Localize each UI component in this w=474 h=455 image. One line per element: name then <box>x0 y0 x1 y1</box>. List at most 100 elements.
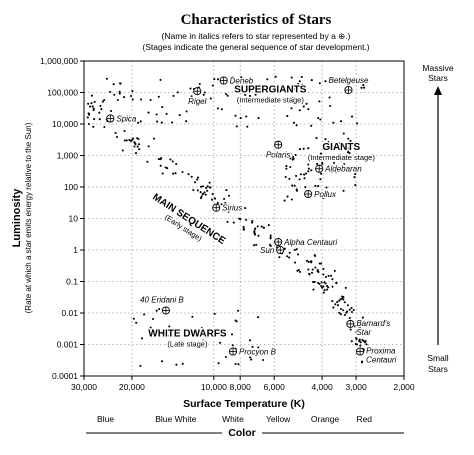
named-star-label: Rigel <box>188 97 206 106</box>
star-dot <box>323 289 326 292</box>
y-tick-label: 100 <box>64 182 78 192</box>
star-dot <box>328 96 331 99</box>
star-dot <box>331 300 334 303</box>
right-top-label-1: Massive <box>422 63 453 73</box>
star-dot <box>235 125 238 128</box>
star-dot <box>345 310 349 313</box>
star-dot <box>101 100 104 103</box>
y-axis-subtitle: (Rate at which a star emits energy relat… <box>24 122 33 313</box>
star-dot <box>291 184 294 187</box>
star-dot <box>217 362 220 365</box>
star-dot <box>206 185 209 188</box>
star-dot <box>267 224 270 227</box>
star-dot <box>317 116 320 120</box>
star-dot <box>365 343 368 346</box>
star-dot <box>98 118 101 121</box>
star-dot <box>156 120 159 123</box>
star-dot <box>118 117 121 120</box>
y-axis-ticks: 1,000,000 100,000 10,000 1,000 100 10 1 0.1 0.01… <box>40 56 84 381</box>
y-tick-label: 100,000 <box>47 88 78 98</box>
color-label: Blue White <box>155 414 196 424</box>
star-dot <box>359 341 362 344</box>
star-dot <box>213 78 216 81</box>
star-dot <box>203 345 206 348</box>
star-dot <box>298 178 301 181</box>
star-dot <box>149 98 152 102</box>
star-dot <box>157 95 160 98</box>
star-dot <box>318 100 321 103</box>
named-star-label: Deneb <box>230 77 254 86</box>
star-dot <box>161 360 164 363</box>
star-dot <box>359 344 362 347</box>
star-dot <box>161 172 164 175</box>
star-dot <box>341 78 344 82</box>
star-dot <box>310 271 314 274</box>
star-dot <box>293 88 297 91</box>
star-dot <box>363 321 366 324</box>
star-dot <box>119 82 122 85</box>
star-dot <box>349 328 352 331</box>
y-tick-label: 0.01 <box>61 308 78 318</box>
star-dot <box>342 309 345 312</box>
star-dot <box>342 189 345 192</box>
named-star: Polaris <box>265 140 292 161</box>
star-dot <box>295 248 298 251</box>
star-dot <box>203 191 206 194</box>
star-dot <box>93 118 96 121</box>
star-dot <box>262 358 265 362</box>
star-dot <box>292 121 295 124</box>
star-dot <box>179 340 182 343</box>
star-dot <box>211 192 214 196</box>
star-dot <box>305 102 308 105</box>
star-dot <box>321 162 324 166</box>
named-star-label: Centauri <box>366 355 396 364</box>
star-dot <box>312 288 315 291</box>
star-dot <box>245 115 248 118</box>
star-dot <box>198 82 201 85</box>
star-dot <box>242 227 245 230</box>
star-dot <box>304 186 307 189</box>
named-star: Aldebaran <box>315 164 363 175</box>
star-dot <box>92 109 95 112</box>
star-dot <box>342 298 345 301</box>
star-dot <box>350 340 353 343</box>
star-dot <box>297 83 300 86</box>
named-star-label: Proxima <box>366 346 396 355</box>
star-dot <box>363 86 366 89</box>
chart-subtitle-1: (Name in italics refers to star represen… <box>162 31 351 41</box>
star-dot <box>181 170 184 174</box>
star-dot <box>324 138 327 141</box>
star-dot <box>343 301 346 304</box>
star-dot <box>242 225 245 228</box>
star-dot <box>149 326 152 329</box>
star-dot <box>147 145 150 148</box>
star-dot <box>216 107 219 110</box>
star-dot <box>288 251 291 254</box>
star-dot <box>125 139 128 142</box>
star-dot <box>327 141 330 144</box>
star-dot <box>313 254 316 257</box>
star-dot <box>326 288 329 291</box>
named-star: Alpha Centauri <box>274 237 338 248</box>
star-dot <box>343 146 346 149</box>
star-dot <box>288 177 291 180</box>
star-dot <box>157 158 160 161</box>
star-dot <box>307 163 310 166</box>
x-tick-label: 20,000 <box>119 382 145 392</box>
star-dot <box>187 173 190 176</box>
star-dot <box>308 272 311 275</box>
star-dot <box>295 174 298 177</box>
right-bottom-label-1: Small <box>427 353 448 363</box>
named-star: Procyon B <box>228 346 278 358</box>
star-dot <box>115 135 119 139</box>
star-dot <box>253 233 257 236</box>
star-dot <box>314 266 317 269</box>
star-dot <box>245 218 248 221</box>
star-dot <box>134 152 138 155</box>
star-dot <box>336 164 339 167</box>
star-dot <box>185 110 188 113</box>
named-star-label: Star <box>356 328 371 337</box>
named-star-label: Polaris <box>266 151 290 160</box>
star-dot <box>328 145 332 148</box>
